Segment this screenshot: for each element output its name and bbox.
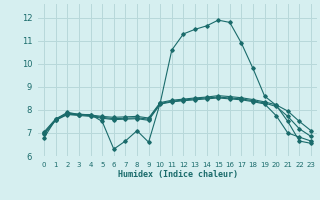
X-axis label: Humidex (Indice chaleur): Humidex (Indice chaleur) — [118, 170, 238, 179]
